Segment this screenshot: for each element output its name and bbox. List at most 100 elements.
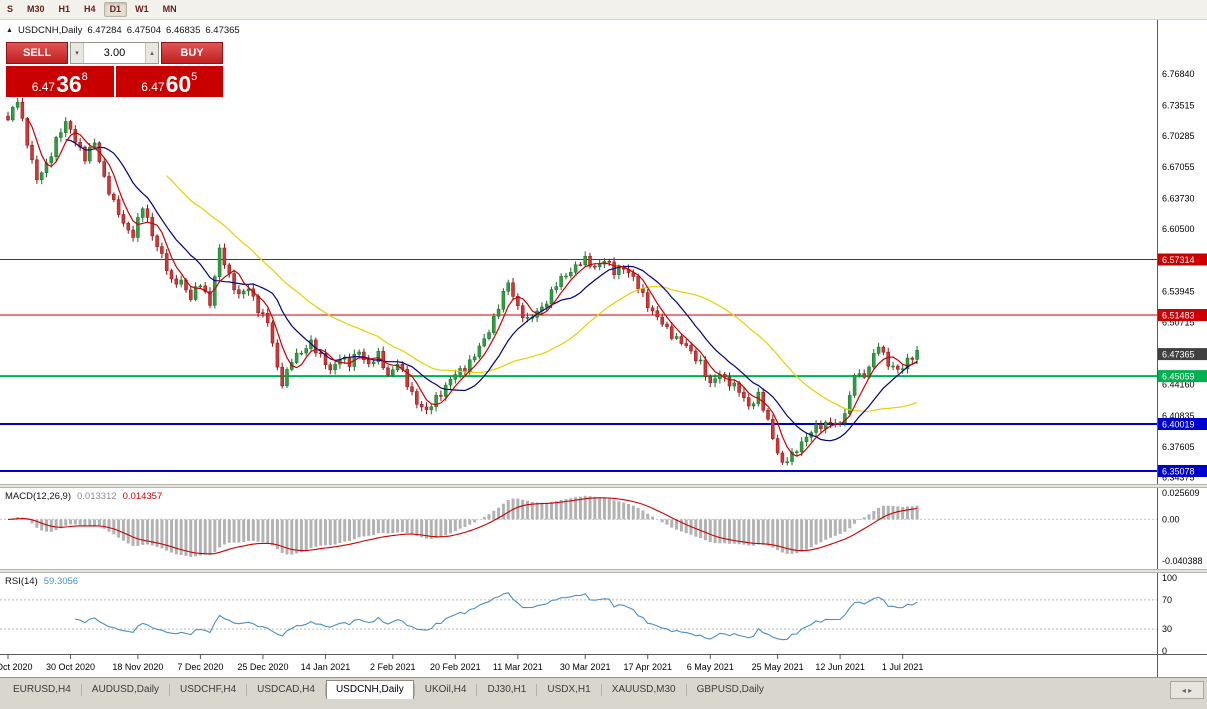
ohlc-close-value: 6.47365 <box>205 25 240 36</box>
tab-separator <box>80 684 82 696</box>
ohlc-open-value: 6.47284 <box>87 25 122 36</box>
rsi-canvas[interactable] <box>0 573 1157 654</box>
chart-tab-eurusd[interactable]: EURUSD,H4 <box>13 684 71 695</box>
svg-text:6.76840: 6.76840 <box>1162 69 1195 79</box>
svg-text:6.44160: 6.44160 <box>1162 380 1195 390</box>
chart-header: ▲ USDCNH,Daily 6.47284 6.47504 6.46835 6… <box>6 25 240 36</box>
sell-price-pipette: 8 <box>81 71 88 83</box>
chart-tab-usdx[interactable]: USDX,H1 <box>547 684 591 695</box>
volume-input[interactable] <box>84 43 145 63</box>
svg-text:20 Feb 2021: 20 Feb 2021 <box>430 662 481 672</box>
panel-splitter[interactable] <box>0 569 1207 573</box>
svg-text:12 Jun 2021: 12 Jun 2021 <box>815 662 865 672</box>
volume-increase-button[interactable]: ▴ <box>145 43 158 63</box>
svg-text:6.73515: 6.73515 <box>1162 100 1195 110</box>
chart-tab-xauusd[interactable]: XAUUSD,M30 <box>611 684 676 695</box>
svg-text:0: 0 <box>1162 646 1167 654</box>
panel-splitter[interactable] <box>0 484 1207 488</box>
tab-scroll-buttons[interactable]: ◂ ▸ <box>1170 681 1204 699</box>
tab-separator <box>536 684 538 696</box>
timeframe-button-w1[interactable]: W1 <box>135 4 149 14</box>
svg-text:6.40019: 6.40019 <box>1162 420 1195 430</box>
rsi-axis-canvas[interactable]: 100 70 30 0 <box>1158 573 1207 654</box>
price-chart-panel[interactable]: ▲ USDCNH,Daily 6.47284 6.47504 6.46835 6… <box>0 20 1157 484</box>
sell-price-display[interactable]: 6.47 36 8 <box>6 66 114 97</box>
macd-label: MACD(12,26,9) 0.013312 0.014357 <box>5 491 162 502</box>
symbol-marker-icon: ▲ <box>6 27 13 34</box>
svg-text:6.37605: 6.37605 <box>1162 442 1195 452</box>
macd-canvas[interactable] <box>0 488 1157 569</box>
rsi-value: 59.3056 <box>43 576 79 587</box>
chart-tab-usdchf[interactable]: USDCHF,H4 <box>180 684 237 695</box>
buy-price-base: 6.47 <box>141 80 165 94</box>
tab-separator <box>413 684 415 696</box>
svg-text:0.00: 0.00 <box>1162 514 1180 524</box>
one-click-trading-widget: SELL ▾ ▴ BUY 6.47 36 8 6.47 60 5 <box>6 42 223 97</box>
sell-price-pips: 36 <box>56 71 82 97</box>
macd-panel[interactable]: MACD(12,26,9) 0.013312 0.014357 <box>0 488 1157 569</box>
chart-symbol-label: USDCNH,Daily <box>17 25 83 36</box>
time-axis-corner <box>1157 654 1207 677</box>
svg-text:11 Mar 2021: 11 Mar 2021 <box>493 662 543 672</box>
chart-tab-gbpusd[interactable]: GBPUSD,Daily <box>696 684 764 695</box>
timeframe-button-h1[interactable]: H1 <box>58 4 71 14</box>
tab-separator <box>476 684 478 696</box>
chart-tab-strip: EURUSD,H4 AUDUSD,Daily USDCHF,H4 USDCAD,H4 U… <box>3 680 774 699</box>
macd-axis-canvas[interactable]: 0.025609 0.00 -0.040388 <box>1158 488 1207 569</box>
svg-text:6.34375: 6.34375 <box>1162 473 1195 483</box>
svg-text:6 May 2021: 6 May 2021 <box>687 662 734 672</box>
timeframe-button-s[interactable]: S <box>7 4 14 14</box>
timeframe-button-m30[interactable]: M30 <box>27 4 45 14</box>
rsi-label: RSI(14) 59.3056 <box>5 576 78 587</box>
svg-text:25 May 2021: 25 May 2021 <box>752 662 804 672</box>
svg-text:0.025609: 0.025609 <box>1162 488 1200 498</box>
timeframe-button-mn[interactable]: MN <box>162 4 177 14</box>
price-chart-canvas[interactable] <box>0 20 1157 484</box>
timeframe-button-d1[interactable]: D1 <box>103 2 128 17</box>
time-axis[interactable]: 12 Oct 2020 30 Oct 2020 18 Nov 2020 7 Dec 2… <box>0 654 1157 677</box>
tab-separator <box>246 684 248 696</box>
svg-text:6.47365: 6.47365 <box>1162 350 1195 360</box>
chart-tab-bar: EURUSD,H4 AUDUSD,Daily USDCHF,H4 USDCAD,H4 U… <box>0 677 1207 709</box>
tab-separator <box>600 684 602 696</box>
svg-text:6.67055: 6.67055 <box>1162 162 1195 172</box>
macd-main-value: 0.013312 <box>77 491 117 502</box>
buy-price-display[interactable]: 6.47 60 5 <box>115 66 223 97</box>
price-axis-canvas[interactable]: 6.76840 6.73515 6.70285 6.67055 6.63730 6.605… <box>1158 20 1207 484</box>
svg-text:7 Dec 2020: 7 Dec 2020 <box>177 662 223 672</box>
rsi-panel[interactable]: RSI(14) 59.3056 <box>0 573 1157 654</box>
chart-tab-audusd[interactable]: AUDUSD,Daily <box>91 684 160 695</box>
tab-separator <box>685 684 687 696</box>
macd-signal-value: 0.014357 <box>122 491 163 502</box>
svg-text:12 Oct 2020: 12 Oct 2020 <box>0 662 33 672</box>
price-axis[interactable]: 6.76840 6.73515 6.70285 6.67055 6.63730 6.605… <box>1157 20 1207 484</box>
svg-text:6.70285: 6.70285 <box>1162 131 1195 141</box>
tab-separator <box>169 684 171 696</box>
svg-text:6.40835: 6.40835 <box>1162 411 1195 421</box>
buy-button[interactable]: BUY <box>161 42 223 64</box>
svg-text:6.51483: 6.51483 <box>1162 311 1195 321</box>
chart-tab-usdcnh[interactable]: USDCNH,Daily <box>325 680 414 699</box>
chart-tab-usdcad[interactable]: USDCAD,H4 <box>257 684 315 695</box>
sell-button[interactable]: SELL <box>6 42 68 64</box>
chart-tab-ukoil[interactable]: UKOil,H4 <box>424 684 467 695</box>
chart-tab-dj30[interactable]: DJ30,H1 <box>487 684 527 695</box>
svg-text:6.60500: 6.60500 <box>1162 224 1195 234</box>
svg-text:6.50715: 6.50715 <box>1162 317 1195 327</box>
svg-text:6.53945: 6.53945 <box>1162 287 1195 297</box>
svg-text:30 Oct 2020: 30 Oct 2020 <box>46 662 95 672</box>
rsi-axis[interactable]: 100 70 30 0 <box>1157 573 1207 654</box>
svg-text:2 Feb 2021: 2 Feb 2021 <box>370 662 416 672</box>
macd-axis[interactable]: 0.025609 0.00 -0.040388 <box>1157 488 1207 569</box>
svg-text:30 Mar 2021: 30 Mar 2021 <box>560 662 611 672</box>
rsi-title: RSI(14) <box>5 576 38 587</box>
svg-text:30: 30 <box>1162 624 1172 634</box>
svg-text:70: 70 <box>1162 595 1172 605</box>
svg-text:6.35078: 6.35078 <box>1162 467 1195 477</box>
timeframe-button-h4[interactable]: H4 <box>84 4 96 14</box>
buy-price-pips: 60 <box>165 71 192 97</box>
tab-separator <box>324 684 326 696</box>
volume-decrease-button[interactable]: ▾ <box>71 43 84 63</box>
time-axis-canvas[interactable]: 12 Oct 2020 30 Oct 2020 18 Nov 2020 7 Dec 2… <box>0 655 1157 677</box>
